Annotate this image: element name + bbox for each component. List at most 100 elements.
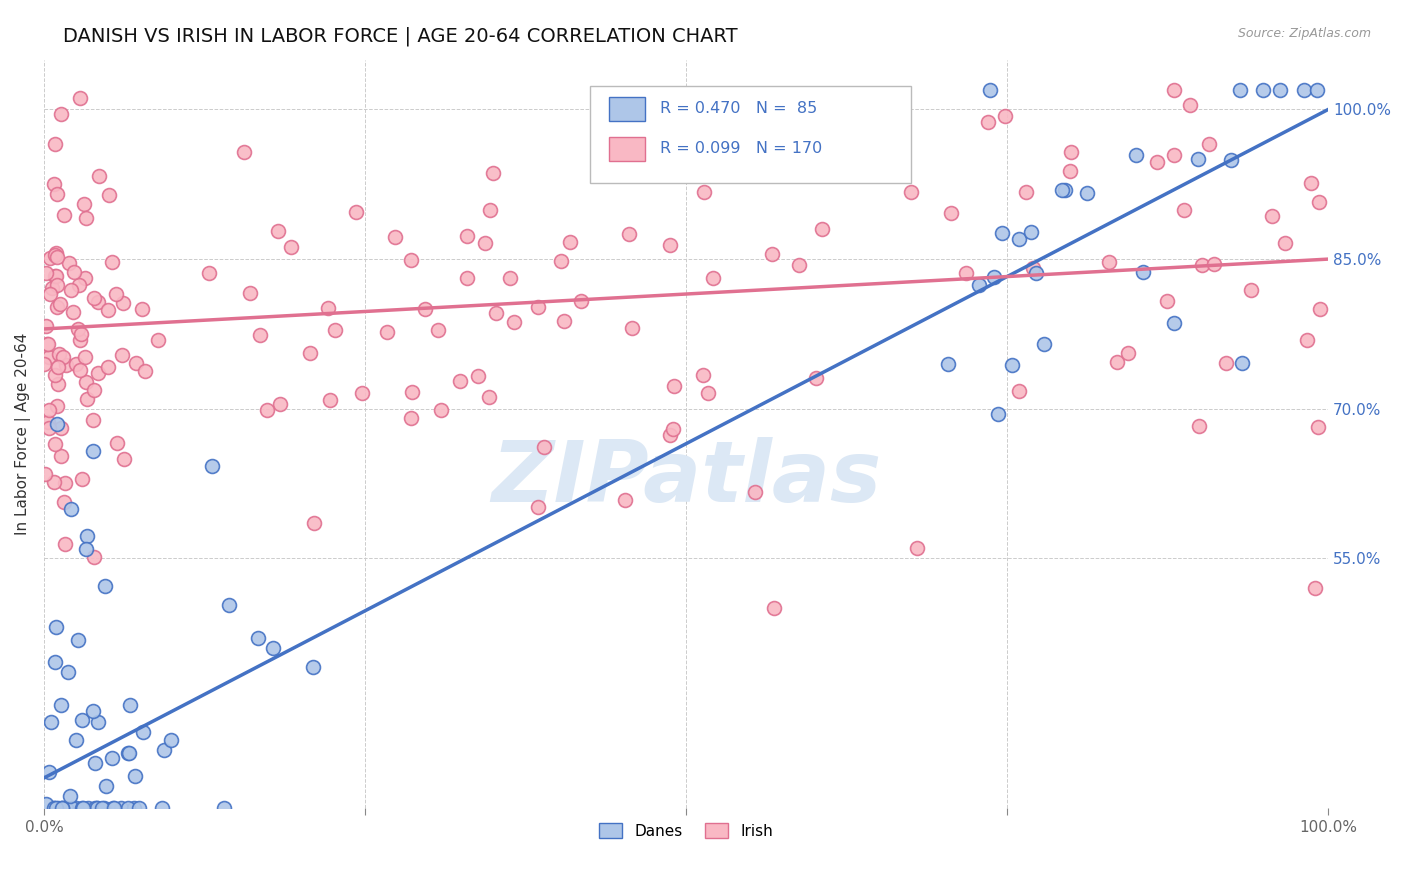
Point [198, 266, 221, 280]
Point [44, 136, 66, 151]
Point [49, 421, 72, 435]
Point [125, 356, 148, 370]
Point [87, 715, 110, 730]
Point [936, 357, 959, 371]
Point [56, 665, 79, 680]
Point [131, 301, 153, 316]
Point [401, 384, 423, 399]
Point [46, 801, 69, 815]
Point [1163, 148, 1185, 162]
Point [323, 323, 346, 337]
Point [1132, 265, 1154, 279]
Point [45, 399, 67, 413]
Point [427, 322, 450, 336]
Point [1001, 359, 1024, 373]
Point [110, 801, 132, 815]
Bar [609, 136, 645, 161]
Point [60, 801, 83, 815]
Point [1198, 136, 1220, 151]
Point [59, 789, 82, 804]
Point [761, 246, 783, 260]
Point [46, 376, 69, 391]
Point [527, 500, 550, 514]
Point [134, 364, 156, 378]
Point [35, 266, 58, 280]
Point [1215, 356, 1237, 370]
Point [1015, 185, 1038, 199]
Point [44, 436, 66, 450]
Point [117, 801, 139, 815]
Point [659, 237, 682, 252]
Point [1191, 258, 1213, 272]
Point [124, 801, 146, 815]
Point [87, 169, 110, 184]
Point [502, 315, 524, 329]
Point [45, 801, 67, 815]
Point [298, 345, 321, 359]
Point [474, 236, 496, 251]
Point [1296, 334, 1319, 348]
Point [477, 390, 499, 404]
Point [97, 302, 120, 317]
Point [1306, 82, 1329, 96]
Point [44, 269, 66, 284]
Point [93, 801, 115, 815]
Point [44, 801, 66, 815]
Point [73, 271, 96, 285]
Point [1306, 419, 1329, 434]
Point [256, 402, 278, 417]
Point [1007, 232, 1029, 246]
Point [35, 318, 58, 333]
Point [1232, 356, 1254, 370]
Point [46, 300, 69, 314]
Point [1240, 283, 1263, 297]
Point [1008, 384, 1031, 398]
Point [128, 801, 150, 815]
Point [84, 801, 107, 815]
Point [39, 286, 62, 301]
Point [763, 601, 786, 615]
Point [246, 631, 269, 645]
Point [955, 266, 977, 280]
Point [86, 366, 108, 380]
Point [218, 598, 240, 612]
Point [449, 374, 471, 388]
Point [1229, 82, 1251, 96]
Point [806, 371, 828, 385]
Point [76, 801, 98, 815]
Point [1105, 355, 1128, 369]
Point [527, 300, 550, 314]
Point [93, 579, 115, 593]
Point [280, 240, 302, 254]
Point [979, 82, 1001, 96]
Point [983, 270, 1005, 285]
Point [811, 222, 834, 236]
Point [72, 801, 94, 815]
Point [987, 407, 1010, 421]
Point [38, 421, 60, 435]
Point [112, 296, 135, 310]
Point [620, 321, 643, 335]
Point [53, 537, 76, 551]
Point [1163, 82, 1185, 96]
Point [117, 746, 139, 760]
Point [46, 250, 69, 264]
Point [693, 185, 716, 199]
Point [994, 110, 1017, 124]
Point [905, 541, 928, 556]
Point [120, 698, 142, 713]
Point [63, 265, 86, 279]
Point [69, 327, 91, 342]
Point [52, 209, 75, 223]
Point [51, 801, 73, 815]
Point [553, 313, 575, 327]
Y-axis label: In Labor Force | Age 20-64: In Labor Force | Age 20-64 [15, 333, 31, 535]
Point [977, 115, 1000, 129]
Point [384, 230, 406, 244]
Point [48, 347, 70, 361]
Point [69, 363, 91, 377]
Point [83, 756, 105, 770]
Point [39, 715, 62, 730]
Point [350, 386, 373, 401]
Point [262, 641, 284, 656]
